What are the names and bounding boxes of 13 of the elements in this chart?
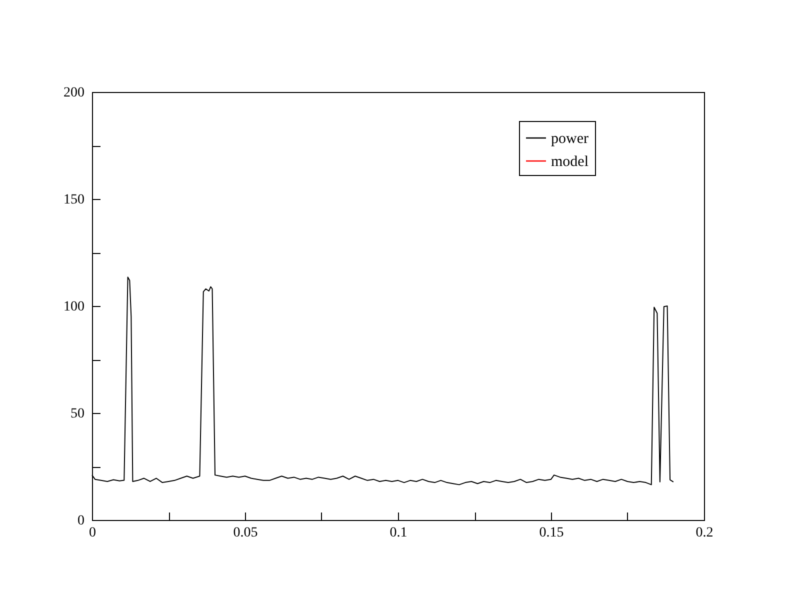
x-tick-label: 0.15 — [539, 526, 564, 540]
x-tick-label: 0.1 — [390, 526, 408, 540]
y-tick-label: 50 — [70, 406, 84, 422]
x-tick-label: 0.2 — [696, 526, 714, 540]
y-tick-label: 150 — [64, 192, 84, 208]
legend-label: model — [551, 154, 588, 170]
y-tick-label: 200 — [64, 86, 84, 100]
legend-label: power — [551, 131, 588, 147]
x-tick-label: 0.05 — [233, 526, 258, 540]
x-tick-label: 0 — [89, 526, 96, 540]
y-tick-label: 100 — [64, 300, 84, 314]
y-tick-label: 0 — [78, 514, 84, 528]
line-series — [92, 276, 674, 486]
